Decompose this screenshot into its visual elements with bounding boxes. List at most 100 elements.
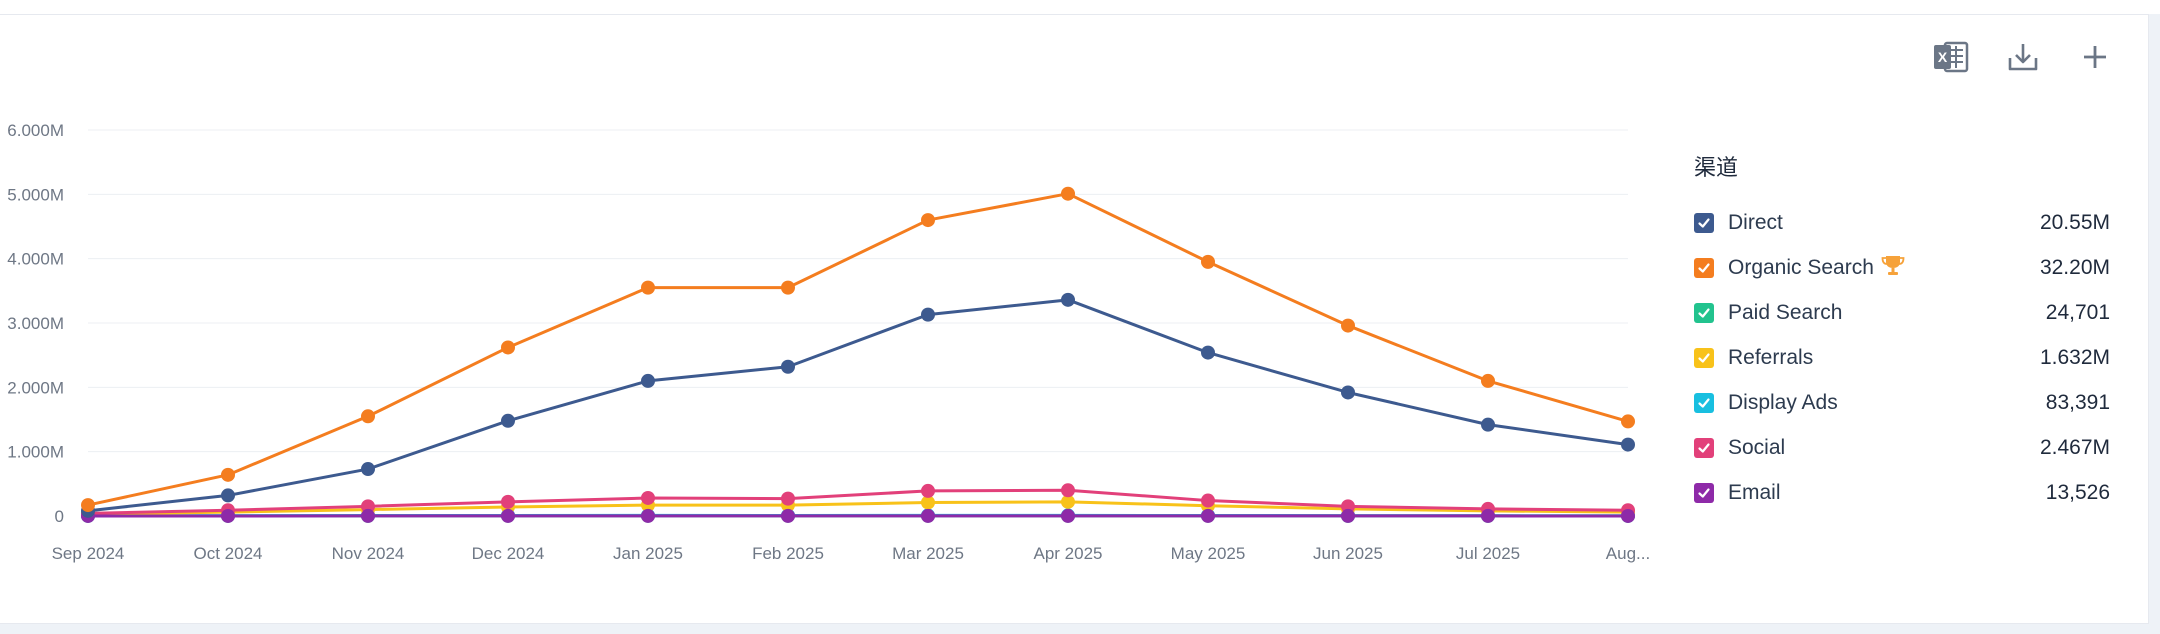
series-line [87, 500, 1629, 516]
legend-items: Direct 20.55M Organic Search 32.20M Paid Sea… [1694, 200, 2110, 515]
checkbox[interactable] [1694, 347, 1714, 368]
y-tick-label: 6.000M [7, 121, 64, 140]
data-point[interactable] [781, 359, 795, 374]
data-point[interactable] [1341, 318, 1355, 333]
data-point[interactable] [1061, 292, 1075, 307]
add-button[interactable] [2074, 38, 2116, 76]
data-point[interactable] [81, 498, 95, 513]
legend-label-text: Organic Search [1728, 255, 1874, 279]
data-point[interactable] [1201, 508, 1215, 523]
data-point[interactable] [1481, 417, 1495, 432]
data-point[interactable] [1201, 493, 1215, 508]
data-point[interactable] [1061, 494, 1075, 509]
legend-value: 32.20M [2039, 255, 2110, 279]
data-point[interactable] [1481, 373, 1495, 388]
data-point[interactable] [361, 499, 375, 514]
checkbox[interactable] [1694, 257, 1714, 278]
checkbox[interactable] [1694, 437, 1714, 458]
data-point[interactable] [781, 508, 795, 523]
y-tick-label: 1.000M [7, 443, 64, 462]
legend-item-display-ads[interactable]: Display Ads 83,391 [1694, 380, 2110, 425]
legend-item-paid-search[interactable]: Paid Search 24,701 [1694, 290, 2110, 335]
x-tick-label: Aug... [1606, 544, 1650, 563]
grid-lines [88, 129, 1628, 517]
y-tick-label: 2.000M [7, 378, 64, 397]
x-tick-label: Jul 2025 [1456, 544, 1520, 563]
data-point[interactable] [921, 495, 935, 510]
data-point[interactable] [1201, 254, 1215, 269]
legend-label: Direct [1728, 211, 1783, 235]
checkbox[interactable] [1694, 212, 1714, 233]
top-strip [0, 0, 2160, 14]
data-point[interactable] [1341, 385, 1355, 400]
data-point[interactable] [1061, 483, 1075, 498]
legend-item-organic-search[interactable]: Organic Search 32.20M [1694, 245, 2110, 290]
legend-item-direct[interactable]: Direct 20.55M [1694, 200, 2110, 245]
legend-title: 渠道 [1694, 156, 1739, 181]
series-line [87, 488, 1629, 515]
data-point[interactable] [641, 373, 655, 388]
legend-label-text: Paid Search [1728, 300, 1843, 324]
legend-label: Referrals [1728, 346, 1813, 370]
data-point[interactable] [1341, 499, 1355, 514]
data-point[interactable] [1621, 508, 1635, 523]
legend-value: 1.632M [2039, 345, 2110, 369]
legend-label-text: Social [1728, 435, 1786, 459]
data-point[interactable] [1201, 345, 1215, 360]
data-point[interactable] [1341, 508, 1355, 523]
chart-card [0, 14, 2149, 624]
check-icon [1698, 307, 1710, 318]
data-point[interactable] [1481, 508, 1495, 523]
check-icon [1698, 352, 1710, 363]
data-point[interactable] [501, 508, 515, 523]
legend-item-referrals[interactable]: Referrals 1.632M [1694, 335, 2110, 380]
data-point[interactable] [221, 508, 235, 523]
data-point[interactable] [781, 491, 795, 506]
data-point[interactable] [361, 508, 375, 523]
x-tick-label: Mar 2025 [892, 544, 964, 563]
legend-value: 20.55M [2039, 210, 2110, 234]
data-point[interactable] [1621, 414, 1635, 429]
data-point[interactable] [641, 508, 655, 523]
checkbox[interactable] [1694, 482, 1714, 503]
legend-item-social[interactable]: Social 2.467M [1694, 425, 2110, 470]
x-tick-label: May 2025 [1171, 544, 1246, 563]
data-point[interactable] [221, 467, 235, 482]
data-point[interactable] [781, 280, 795, 295]
data-point[interactable] [361, 462, 375, 477]
legend-item-email[interactable]: Email 13,526 [1694, 470, 2110, 515]
download-button[interactable] [2002, 38, 2044, 76]
data-point[interactable] [501, 340, 515, 355]
series-organic-search [81, 186, 1635, 513]
data-point[interactable] [921, 508, 935, 523]
check-icon [1698, 217, 1710, 228]
y-tick-label: 3.000M [7, 314, 64, 333]
legend-label-text: Email [1728, 480, 1781, 504]
x-tick-label: Sep 2024 [52, 544, 125, 563]
plus-icon [2084, 46, 2106, 68]
legend-value: 2.467M [2039, 435, 2110, 459]
data-point[interactable] [221, 488, 235, 503]
y-tick-label: 4.000M [7, 250, 64, 269]
data-point[interactable] [641, 280, 655, 295]
chart-legend: 渠道 Direct 20.55M Organic Search 32.20M Paid … [1694, 150, 2110, 515]
data-point[interactable] [1061, 186, 1075, 201]
data-point[interactable] [921, 307, 935, 322]
checkbox[interactable] [1694, 302, 1714, 323]
legend-label: Email [1728, 481, 1781, 505]
legend-value: 83,391 [2045, 390, 2110, 414]
data-point[interactable] [1621, 437, 1635, 452]
data-point[interactable] [501, 413, 515, 428]
data-point[interactable] [921, 483, 935, 498]
legend-label-text: Referrals [1728, 345, 1814, 369]
data-point[interactable] [501, 494, 515, 509]
legend-label: Display Ads [1728, 391, 1838, 415]
data-point[interactable] [921, 213, 935, 228]
data-point[interactable] [641, 490, 655, 505]
legend-value: 24,701 [2045, 300, 2110, 324]
data-point[interactable] [361, 409, 375, 424]
excel-export-button[interactable]: X [1930, 38, 1972, 76]
check-icon [1698, 397, 1710, 408]
checkbox[interactable] [1694, 392, 1714, 413]
data-point[interactable] [1061, 508, 1075, 523]
